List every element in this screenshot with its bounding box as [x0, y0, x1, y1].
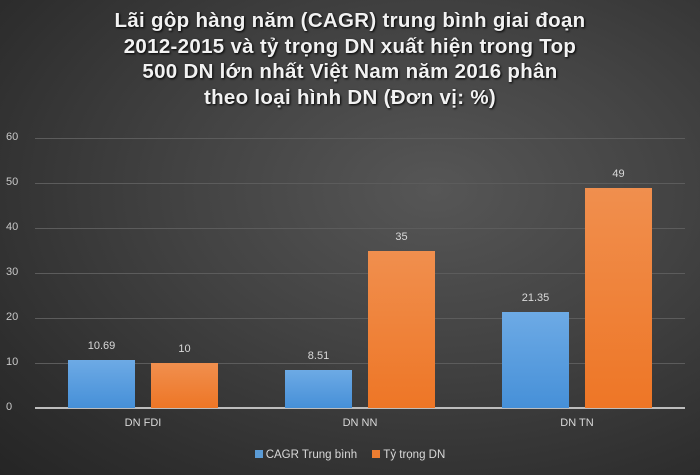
gridline	[35, 318, 685, 319]
title-line: 500 DN lớn nhất Việt Nam năm 2016 phân	[142, 60, 558, 83]
gridline	[35, 228, 685, 229]
title-line: theo loại hình DN (Đơn vị: %)	[203, 85, 497, 109]
data-label: 49	[612, 167, 625, 180]
category-label: DN NN	[342, 417, 378, 429]
bar-cagr-2	[502, 311, 569, 408]
gridline	[35, 138, 685, 139]
y-tick-label: 30	[6, 266, 19, 278]
chart-title: Lãi gộp hàng năm (CAGR) trung bình giai …	[0, 8, 700, 110]
data-label: 35	[395, 230, 408, 243]
y-tick-label: 20	[6, 311, 19, 323]
legend-label: CAGR Trung bình	[265, 449, 358, 461]
bar-cagr-0	[68, 359, 135, 408]
x-axis-line	[35, 407, 685, 409]
gridline	[35, 183, 685, 184]
y-tick-label: 0	[6, 401, 13, 413]
gridline	[35, 273, 685, 274]
data-label: 8.51	[307, 349, 330, 362]
data-label: 21.35	[521, 291, 550, 304]
y-tick-label: 40	[6, 221, 19, 233]
legend-item-cagr: CAGR Trung bình	[254, 449, 358, 461]
category-label: DN FDI	[124, 417, 162, 429]
legend-swatch-orange	[372, 450, 381, 458]
bar-ty-trong-0	[151, 363, 218, 408]
legend-swatch-blue	[254, 450, 263, 458]
legend-item-ty-trong: Tỷ trọng DN	[372, 449, 445, 461]
category-label: DN TN	[560, 417, 594, 429]
legend-label: Tỷ trọng DN	[383, 449, 446, 461]
data-label: 10.69	[87, 339, 116, 352]
title-line: Lãi gộp hàng năm (CAGR) trung bình giai …	[114, 9, 586, 32]
y-tick-label: 10	[6, 356, 19, 368]
legend: CAGR Trung bình Tỷ trọng DN	[0, 449, 700, 461]
y-tick-label: 50	[6, 176, 19, 188]
bar-ty-trong-1	[368, 250, 435, 408]
bar-ty-trong-2	[585, 187, 652, 408]
data-label: 10	[178, 343, 191, 355]
y-tick-label: 60	[6, 131, 19, 143]
bar-cagr-1	[285, 369, 352, 408]
gridline	[35, 363, 685, 364]
title-line: 2012-2015 và tỷ trọng DN xuất hiện trong…	[123, 34, 577, 58]
